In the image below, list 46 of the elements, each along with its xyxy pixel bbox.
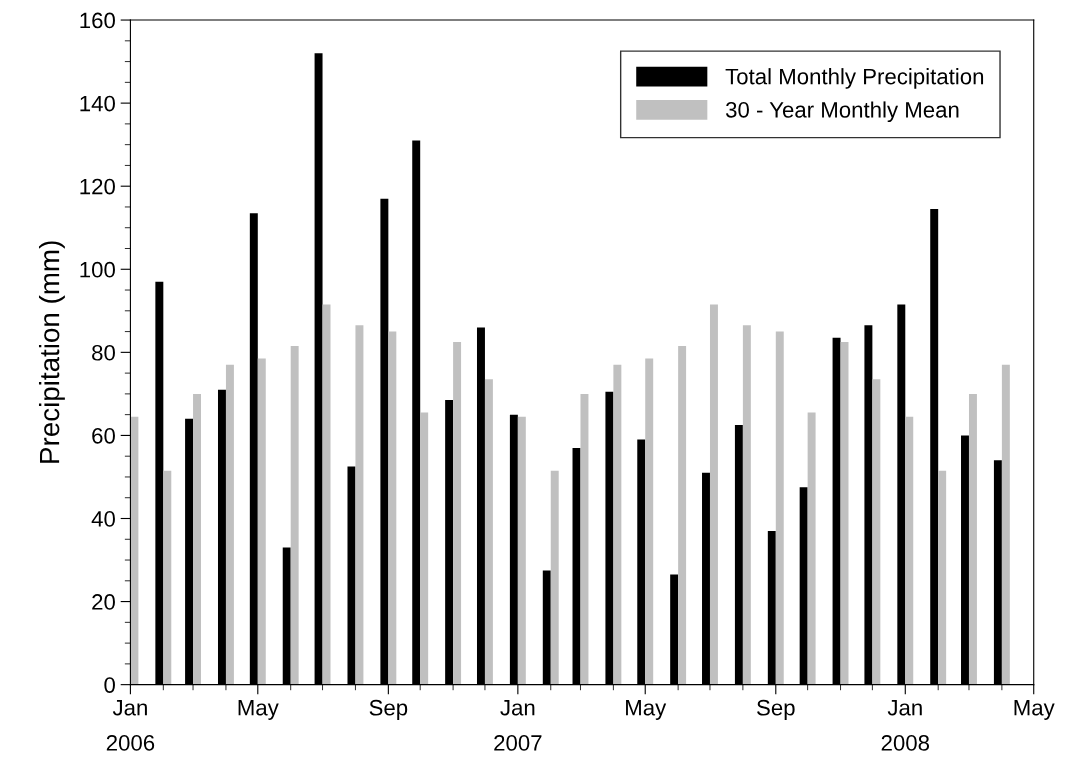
bar — [322, 304, 331, 685]
y-tick-label: 140 — [80, 95, 115, 112]
x-tick-label: Jan 2008 — [881, 700, 930, 751]
y-tick-label: 40 — [91, 511, 115, 527]
x-tick-label: May — [626, 700, 667, 720]
legend-label: Total Monthly Precipitation — [725, 68, 984, 89]
bar — [968, 393, 977, 685]
y-tick-label: 20 — [92, 594, 115, 610]
bar — [257, 358, 266, 685]
bar — [775, 331, 784, 685]
bar — [163, 470, 172, 685]
bar — [193, 393, 202, 685]
x-tick-label: Jan 2007 — [494, 700, 542, 751]
bar — [580, 393, 589, 685]
bar — [742, 325, 751, 685]
bar — [709, 304, 718, 685]
y-axis-title: Precipitation (mm) — [38, 241, 65, 463]
x-tick-label: Jan 2006 — [106, 700, 155, 751]
y-tick-label: 100 — [80, 261, 115, 278]
y-tick-label: 80 — [92, 344, 115, 361]
x-tick-label: May — [238, 700, 279, 720]
x-tick-label: Sep — [757, 699, 795, 720]
bar — [678, 346, 687, 685]
bar — [290, 346, 299, 685]
bar — [225, 364, 234, 685]
bar — [517, 416, 526, 685]
bar — [613, 364, 622, 685]
x-tick-label: May — [1014, 700, 1055, 720]
bar — [938, 470, 947, 685]
bar — [807, 412, 816, 685]
y-tick-label: 0 — [104, 677, 115, 693]
y-tick-label: 60 — [92, 427, 115, 444]
bar — [453, 341, 462, 685]
bar — [388, 331, 397, 685]
bar — [905, 416, 914, 685]
bar — [355, 325, 364, 685]
bar — [645, 358, 654, 685]
bar — [872, 379, 881, 685]
bar — [550, 470, 559, 685]
y-tick-label: 160 — [80, 12, 115, 29]
bar — [420, 412, 429, 685]
x-tick-label: Sep — [369, 699, 408, 720]
bar — [484, 379, 493, 685]
y-tick-label: 120 — [80, 178, 115, 195]
bar — [1001, 364, 1010, 685]
legend-label: 30 - Year Monthly Mean — [725, 101, 959, 123]
